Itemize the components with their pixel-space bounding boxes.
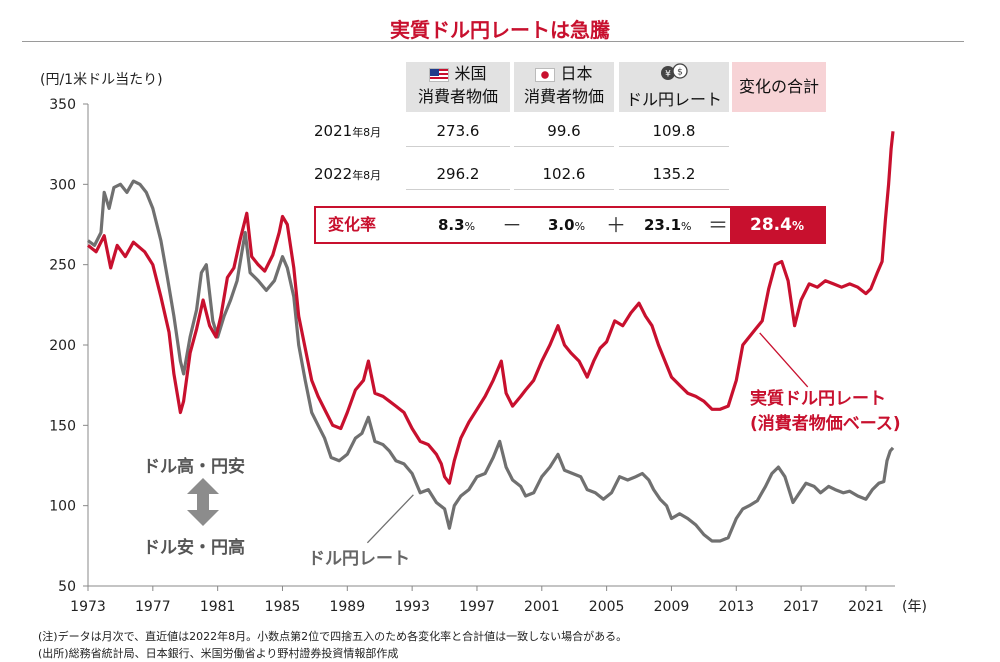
- x-tick-label: 1993: [394, 599, 430, 615]
- row-year: 2021: [314, 122, 353, 140]
- change-unit: %: [574, 220, 586, 233]
- chart-axes: 50 100 150 200 250 300 350 1973 1977 1981 1985 1989…: [40, 72, 927, 615]
- y-tick-label: 50: [58, 579, 76, 595]
- change-rate-us: 8.3%: [438, 208, 475, 242]
- x-tick-label: 1997: [459, 599, 495, 615]
- real-rate-line: [87, 131, 895, 485]
- table-row-label-2022: 2022年8月: [314, 165, 381, 183]
- japan-flag-icon: [535, 67, 556, 82]
- table-header-jp-cpi: 日本 消費者物価: [514, 62, 614, 112]
- y-axis-unit-label: (円/1米ドル当たり): [40, 72, 163, 88]
- table-header-sublabel: 変化の合計: [738, 77, 819, 96]
- x-axis-unit-label: (年): [902, 599, 927, 615]
- change-rate-total: 28.4%: [730, 208, 824, 242]
- real-rate-series-sublabel: (消費者物価ベース): [750, 413, 901, 434]
- table-cell: 296.2: [436, 165, 480, 183]
- us-flag-icon: [429, 67, 450, 82]
- table-header-sublabel: 消費者物価: [417, 87, 498, 106]
- chart-title: 実質ドル円レートは急騰: [390, 18, 610, 42]
- real-rate-series-label: 実質ドル円レート: [750, 388, 886, 409]
- y-tick-label: 250: [49, 258, 76, 274]
- change-value: 23.1: [644, 216, 682, 234]
- table-header-sublabel: ドル円レート: [625, 90, 722, 109]
- equals-operator: ＝: [708, 213, 728, 237]
- nominal-rate-line: [87, 179, 895, 543]
- svg-text:$: $: [677, 68, 683, 78]
- x-tick-label: 1989: [329, 599, 365, 615]
- plus-operator: ＋: [606, 213, 626, 237]
- table-underline: [514, 146, 614, 147]
- row-year-suffix: 年8月: [352, 169, 382, 182]
- y-tick-label: 150: [49, 418, 76, 434]
- x-tick-label: 2009: [654, 599, 690, 615]
- table-header-label: 日本: [560, 64, 593, 83]
- table-header-usdjpy: ¥ $ ドル円レート: [619, 62, 729, 112]
- table-underline: [514, 189, 614, 190]
- x-tick-label: 2013: [718, 599, 754, 615]
- total-unit: %: [791, 219, 804, 233]
- table-cell: 102.6: [542, 165, 586, 183]
- table-cell: 273.6: [436, 122, 480, 140]
- change-rate-label: 変化率: [328, 215, 377, 234]
- table-header-label: 米国: [454, 64, 487, 83]
- title-rule: [22, 41, 964, 42]
- footnote: (注)データは月次で、直近値は2022年8月。小数点第2位で四捨五入のため各変化…: [38, 630, 628, 643]
- x-tick-label: 2017: [783, 599, 819, 615]
- row-year: 2022: [314, 165, 353, 183]
- cpi-change-table: 米国 消費者物価 日本 消費者物価 ¥ $ ドル円レート 変化の合計 2021年…: [314, 60, 826, 248]
- x-tick-label: 1977: [135, 599, 171, 615]
- table-underline: [619, 146, 729, 147]
- chart-lines: [87, 131, 895, 543]
- side-label-dollar-weak: ドル安・円高: [143, 538, 245, 558]
- table-cell: 109.8: [652, 122, 696, 140]
- x-tick-label: 2005: [589, 599, 625, 615]
- x-tick-label: 1973: [70, 599, 106, 615]
- y-tick-label: 200: [49, 338, 76, 354]
- x-tick-label: 2021: [848, 599, 884, 615]
- change-unit: %: [464, 220, 476, 233]
- change-rate-row: 変化率 8.3% － 3.0% ＋ 23.1% ＝ 28.4%: [314, 206, 826, 244]
- table-underline: [406, 189, 510, 190]
- table-header-total: 変化の合計: [732, 62, 826, 112]
- change-unit: %: [681, 220, 692, 233]
- change-rate-usdjpy: 23.1%: [644, 208, 691, 242]
- y-tick-label: 350: [49, 97, 76, 113]
- table-underline: [619, 189, 729, 190]
- table-cell: 135.2: [652, 165, 696, 183]
- y-tick-label: 100: [49, 499, 76, 515]
- table-header-sublabel: 消費者物価: [523, 87, 604, 106]
- total-value: 28.4: [750, 215, 792, 235]
- row-year-suffix: 年8月: [352, 126, 382, 139]
- side-label-dollar-strong: ドル高・円安: [143, 457, 245, 477]
- double-arrow-icon: [187, 478, 219, 526]
- minus-operator: －: [502, 213, 522, 237]
- x-tick-label: 1981: [200, 599, 236, 615]
- change-value: 8.3: [438, 216, 465, 234]
- y-tick-label: 300: [49, 177, 76, 193]
- currency-exchange-icon: ¥ $: [657, 62, 691, 88]
- svg-text:¥: ¥: [665, 70, 671, 80]
- x-tick-label: 1985: [265, 599, 301, 615]
- table-cell: 99.6: [547, 122, 581, 140]
- x-tick-label: 2001: [524, 599, 560, 615]
- source-note: (出所)総務省統計局、日本銀行、米国労働省より野村證券投資情報部作成: [38, 647, 399, 660]
- table-header-us-cpi: 米国 消費者物価: [406, 62, 510, 112]
- table-underline: [406, 146, 510, 147]
- table-row-label-2021: 2021年8月: [314, 122, 381, 140]
- change-rate-jp: 3.0%: [548, 208, 585, 242]
- nominal-rate-series-label: ドル円レート: [308, 549, 410, 569]
- change-value: 3.0: [548, 216, 575, 234]
- chart-annotations: 実質ドル円レート (消費者物価ベース) ドル円レート: [308, 332, 901, 569]
- annotation-leader-line: [366, 494, 414, 544]
- annotation-leader-line: [759, 332, 809, 388]
